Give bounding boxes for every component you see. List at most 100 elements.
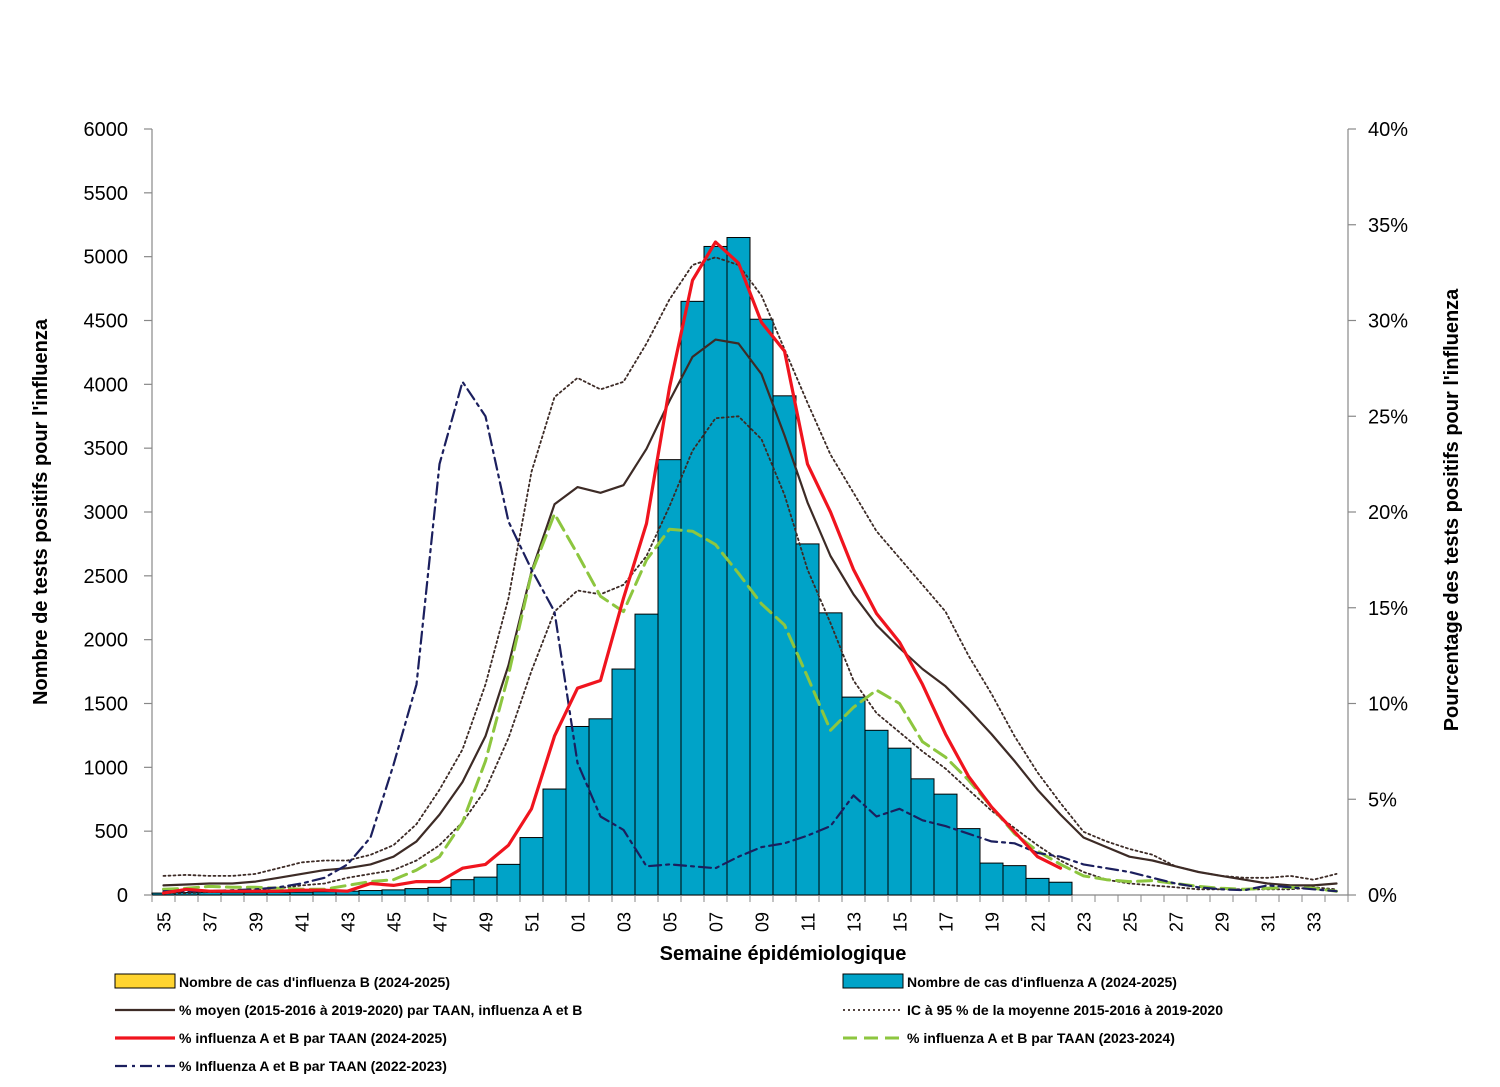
x-tick-label: 13 xyxy=(845,912,865,932)
legend-label: IC à 95 % de la moyenne 2015-2016 à 2019… xyxy=(907,1002,1223,1018)
bar-influenza-a xyxy=(726,237,751,896)
x-tick-label: 19 xyxy=(983,912,1003,932)
bar-influenza-a xyxy=(266,891,291,896)
bar-influenza-a xyxy=(450,879,475,896)
bar-influenza-a xyxy=(910,778,935,896)
left-axis-ticks: 0 500 1000 1500 2000 2500 3000 3500 4000 4500 5000… xyxy=(84,119,152,907)
bar-influenza-a xyxy=(496,863,521,896)
left-tick-label: 4000 xyxy=(84,374,129,396)
line-series-6 xyxy=(162,512,1338,893)
right-tick-label: 25% xyxy=(1368,406,1408,428)
bar-influenza-a xyxy=(611,668,636,896)
left-tick-label: 500 xyxy=(95,821,128,843)
bar-influenza-a xyxy=(1002,865,1027,896)
bar-influenza-a xyxy=(565,725,590,896)
legend: Nombre de cas d'influenza B (2024-2025) N… xyxy=(114,973,1223,1074)
legend-label: Nombre de cas d'influenza A (2024-2025) xyxy=(907,974,1177,990)
left-tick-label: 1500 xyxy=(84,694,129,716)
x-tick-label: 49 xyxy=(477,912,497,932)
bars-influenza-a xyxy=(151,237,1073,896)
line-series-4 xyxy=(162,415,1338,894)
right-tick-label: 40% xyxy=(1368,119,1408,141)
bar-influenza-a xyxy=(404,888,429,896)
x-tick-label: 01 xyxy=(569,912,589,932)
right-tick-label: 15% xyxy=(1368,598,1408,620)
legend-label: % influenza A et B par TAAN (2023-2024) xyxy=(907,1030,1175,1046)
x-tick-label: 47 xyxy=(431,912,451,932)
x-tick-label: 27 xyxy=(1167,912,1187,932)
x-tick-label: 11 xyxy=(799,913,819,932)
x-tick-label: 39 xyxy=(247,912,267,932)
bar-influenza-a xyxy=(243,892,268,896)
x-tick-label: 31 xyxy=(1259,912,1279,932)
legend-label: % Influenza A et B par TAAN (2022-2023) xyxy=(179,1058,447,1074)
x-tick-label: 45 xyxy=(385,912,405,932)
x-tick-label: 33 xyxy=(1305,912,1325,932)
bar-influenza-a xyxy=(887,747,912,896)
bar-influenza-a xyxy=(312,891,337,896)
left-tick-label: 3000 xyxy=(84,502,129,524)
bar-influenza-a xyxy=(542,788,567,896)
bar-influenza-a xyxy=(1048,881,1073,896)
right-tick-label: 0% xyxy=(1368,885,1397,907)
bar-influenza-a xyxy=(795,543,820,896)
x-tick-label: 03 xyxy=(615,912,635,932)
left-tick-label: 3500 xyxy=(84,438,129,460)
left-tick-label: 1000 xyxy=(84,757,129,779)
bar-influenza-a xyxy=(289,891,314,896)
bar-influenza-a xyxy=(519,837,544,896)
x-tick-label: 37 xyxy=(201,912,221,932)
line-series-5 xyxy=(161,240,1063,895)
bar-influenza-a xyxy=(933,793,958,896)
x-tick-label: 25 xyxy=(1121,912,1141,932)
series-lines xyxy=(161,240,1338,895)
x-tick-label: 05 xyxy=(661,912,681,932)
line-series-7 xyxy=(162,380,1338,893)
bar-influenza-a xyxy=(818,612,843,896)
x-tick-label: 35 xyxy=(155,912,175,932)
bar-influenza-a xyxy=(220,892,245,896)
legend-label: Nombre de cas d'influenza B (2024-2025) xyxy=(179,974,450,990)
bar-influenza-a xyxy=(749,318,774,896)
x-tick-label: 21 xyxy=(1029,912,1049,932)
right-tick-label: 35% xyxy=(1368,215,1408,237)
bar-influenza-a xyxy=(680,300,705,896)
bar-influenza-a xyxy=(473,876,498,896)
legend-swatch xyxy=(114,973,176,989)
x-tick-label: 43 xyxy=(339,912,359,932)
bar-influenza-a xyxy=(427,886,452,896)
legend-swatch xyxy=(842,973,904,989)
bar-influenza-a xyxy=(703,245,728,896)
left-tick-label: 0 xyxy=(117,885,128,907)
y-axis-title: Nombre de tests positifs pour l'influenz… xyxy=(30,318,52,705)
x-tick-label: 29 xyxy=(1213,912,1233,932)
left-tick-label: 5000 xyxy=(84,247,129,269)
right-tick-label: 10% xyxy=(1368,694,1408,716)
x-tick-label: 09 xyxy=(753,912,773,932)
right-axis-ticks: 0% 5% 10% 15% 20% 25% 30% 35% 40% xyxy=(1348,119,1408,907)
x-tick-label: 17 xyxy=(937,912,957,932)
bar-influenza-a xyxy=(1025,877,1050,896)
x-tick-label: 51 xyxy=(523,912,543,932)
left-tick-label: 5500 xyxy=(84,183,129,205)
left-tick-label: 6000 xyxy=(84,119,129,141)
x-axis-ticks: 35 37 39 41 43 45 47 49 51 01 03 05 07 09 11 13 15 17 19 21… xyxy=(151,895,1349,932)
x-tick-label: 41 xyxy=(293,912,313,932)
right-tick-label: 20% xyxy=(1368,502,1408,524)
bar-influenza-a xyxy=(657,459,682,896)
x-axis-title: Semaine épidémiologique xyxy=(660,943,907,965)
bar-influenza-a xyxy=(956,828,981,896)
bar-influenza-a xyxy=(979,862,1004,896)
left-tick-label: 4500 xyxy=(84,311,129,333)
x-tick-label: 23 xyxy=(1075,912,1095,932)
left-tick-label: 2000 xyxy=(84,630,129,652)
y2-axis-title: Pourcentage des tests positifs pour l'in… xyxy=(1441,288,1463,731)
left-tick-label: 2500 xyxy=(84,566,129,588)
bar-influenza-a xyxy=(588,718,613,896)
legend-label: % moyen (2015-2016 à 2019-2020) par TAAN… xyxy=(179,1002,582,1018)
legend-label: % influenza A et B par TAAN (2024-2025) xyxy=(179,1030,447,1046)
line-series-2 xyxy=(162,338,1338,887)
bar-influenza-a xyxy=(358,890,383,896)
right-tick-label: 30% xyxy=(1368,311,1408,333)
